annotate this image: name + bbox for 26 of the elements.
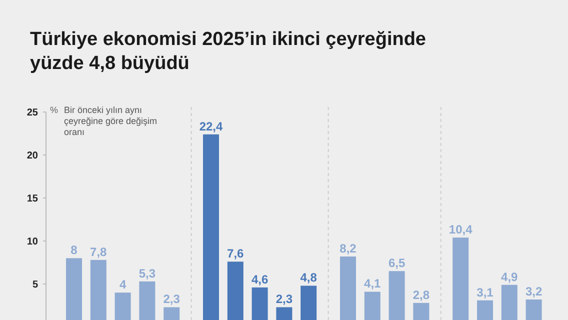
y-tick-label: 20 <box>26 150 38 162</box>
data-label: 4,1 <box>364 276 382 291</box>
data-label: 7,6 <box>227 246 244 261</box>
y-tick-label: 10 <box>26 236 38 248</box>
data-label: 22,4 <box>199 119 223 134</box>
data-label: 3,2 <box>525 284 542 298</box>
chart-title: Türkiye ekonomisi 2025’in ikinci çeyreğinde yüzde 4,8 büyüdü <box>30 29 426 74</box>
data-label: 3,1 <box>476 285 494 300</box>
data-label: 5,3 <box>138 266 156 280</box>
data-label: 10,4 <box>448 222 473 237</box>
data-label: 7,8 <box>90 244 108 259</box>
y-tick-label: 25 <box>26 108 38 118</box>
data-label: 2,3 <box>276 292 293 306</box>
annotation: Bir önceki yılın aynı çeyreğine göre değişim oranı <box>64 105 158 137</box>
data-label: 2,8 <box>412 288 430 302</box>
y-axis-title: % <box>50 105 58 115</box>
data-label: 2,3 <box>163 292 180 306</box>
y-tick-label: 5 <box>32 280 38 290</box>
data-label: 6,5 <box>388 256 406 270</box>
data-label: 8,2 <box>340 241 357 256</box>
y-tick-label: 15 <box>26 194 38 204</box>
data-label: 4,9 <box>501 270 518 284</box>
data-label: 4,8 <box>300 270 318 285</box>
data-label: 4,6 <box>251 272 268 286</box>
data-label: 8 <box>70 243 78 258</box>
data-label: 4 <box>119 278 126 292</box>
